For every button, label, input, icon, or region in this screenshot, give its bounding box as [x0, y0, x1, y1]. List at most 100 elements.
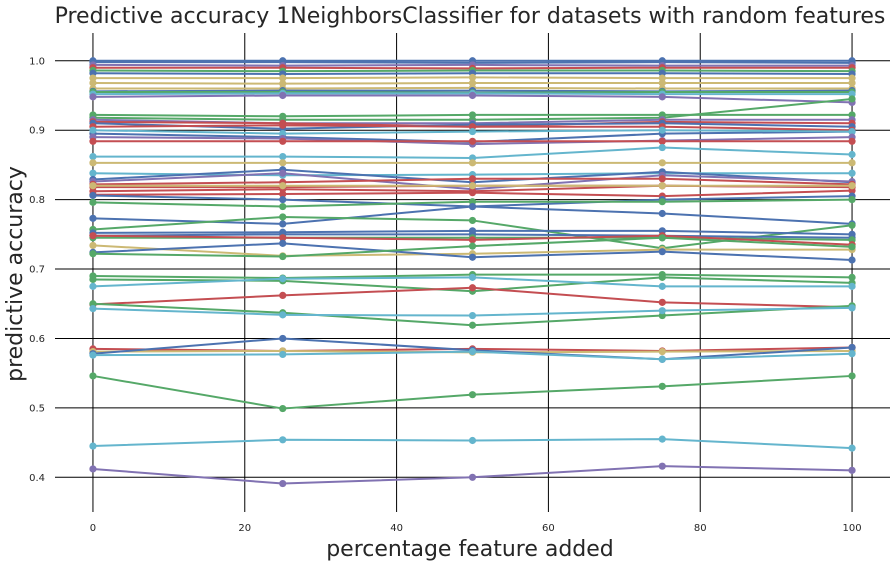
- data-point: [468, 321, 477, 329]
- data-point: [468, 127, 477, 136]
- data-point: [89, 152, 97, 161]
- data-point: [658, 273, 666, 281]
- data-point: [848, 182, 856, 190]
- series: [89, 159, 856, 167]
- data-point: [279, 234, 287, 242]
- data-point: [468, 391, 477, 399]
- series: [89, 462, 856, 488]
- data-point: [658, 198, 666, 206]
- data-point: [89, 372, 97, 380]
- data-point: [658, 435, 666, 443]
- data-point: [658, 126, 666, 134]
- data-point: [848, 137, 856, 145]
- data-point: [848, 466, 856, 474]
- data-point: [89, 159, 97, 167]
- data-point: [279, 159, 287, 167]
- data-point: [658, 209, 666, 218]
- series: [89, 196, 856, 211]
- data-point: [848, 127, 856, 136]
- data-point: [279, 436, 287, 444]
- data-point: [848, 343, 856, 352]
- data-point: [279, 275, 287, 283]
- data-point: [279, 350, 287, 359]
- y-tick-label: 0.9: [29, 126, 45, 137]
- data-point: [468, 284, 477, 292]
- data-point: [279, 169, 287, 177]
- data-point: [279, 220, 287, 228]
- data-point: [468, 202, 477, 211]
- data-point: [658, 462, 666, 470]
- data-point: [848, 256, 856, 264]
- data-point: [468, 236, 477, 244]
- data-point: [89, 275, 97, 284]
- data-point: [279, 182, 287, 190]
- data-point: [658, 355, 666, 363]
- y-tick-label: 1.0: [29, 56, 45, 67]
- data-point: [279, 404, 287, 413]
- data-point: [89, 198, 97, 206]
- series-layer: [89, 57, 856, 488]
- data-point: [279, 213, 287, 221]
- tick-layer: 0 20 40 60 80 100 0.4 0.5 0.6 0.7 0.8 0.9 1.0: [29, 56, 861, 534]
- data-point: [848, 273, 856, 281]
- y-tick-label: 0.7: [29, 265, 45, 276]
- x-tick-label: 40: [390, 523, 403, 534]
- data-point: [279, 152, 287, 161]
- data-point: [89, 214, 97, 222]
- data-point: [848, 169, 856, 177]
- data-point: [658, 382, 666, 390]
- data-point: [848, 282, 856, 290]
- data-point: [848, 95, 856, 103]
- y-tick-label: 0.8: [29, 195, 45, 206]
- data-point: [279, 334, 287, 343]
- y-axis-label: predictive accuracy: [3, 166, 28, 382]
- data-point: [279, 196, 287, 204]
- data-point: [89, 241, 97, 250]
- data-point: [89, 442, 97, 450]
- data-point: [658, 298, 666, 306]
- data-point: [848, 221, 856, 229]
- data-point: [658, 143, 666, 152]
- data-point: [89, 126, 97, 134]
- data-point: [468, 182, 477, 190]
- x-tick-label: 100: [842, 523, 861, 534]
- data-point: [848, 243, 856, 251]
- data-point: [468, 175, 477, 183]
- data-point: [279, 121, 287, 129]
- series: [89, 143, 856, 162]
- data-point: [279, 190, 287, 198]
- data-point: [89, 93, 97, 101]
- data-point: [658, 348, 666, 356]
- x-tick-label: 80: [694, 523, 707, 534]
- data-point: [848, 372, 856, 380]
- data-point: [468, 473, 477, 481]
- data-point: [89, 137, 97, 145]
- data-point: [468, 189, 477, 197]
- data-point: [468, 91, 477, 100]
- data-point: [658, 79, 666, 87]
- data-point: [658, 282, 666, 290]
- data-point: [279, 479, 287, 488]
- data-point: [848, 159, 856, 167]
- data-point: [89, 191, 97, 200]
- data-point: [658, 248, 666, 256]
- y-tick-label: 0.5: [29, 403, 45, 414]
- data-point: [848, 444, 856, 452]
- series: [89, 137, 856, 145]
- data-point: [279, 311, 287, 319]
- data-point: [658, 234, 666, 242]
- data-point: [89, 182, 97, 190]
- data-point: [279, 291, 287, 300]
- x-axis-label: percentage feature added: [326, 537, 614, 562]
- data-point: [89, 250, 97, 258]
- data-point: [468, 348, 477, 356]
- data-point: [468, 137, 477, 145]
- y-tick-label: 0.4: [29, 473, 45, 484]
- series: [89, 182, 856, 190]
- series: [89, 348, 856, 363]
- data-point: [468, 253, 477, 261]
- data-point: [658, 175, 666, 183]
- data-point: [468, 436, 477, 445]
- data-point: [279, 239, 287, 247]
